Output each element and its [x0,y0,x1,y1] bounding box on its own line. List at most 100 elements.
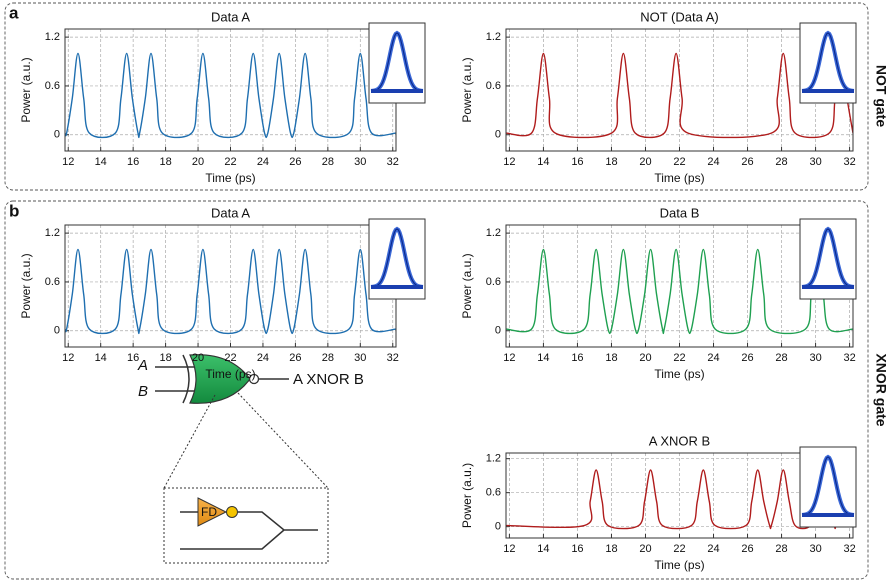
y-tick-label: 1.2 [486,31,501,43]
x-tick-label: 14 [95,352,107,364]
x-tick-label: 12 [503,352,515,364]
y-axis-label: Power (a.u.) [460,253,474,318]
x-tick-label: 30 [809,156,821,168]
x-tick-label: 28 [322,156,334,168]
y-tick-label: 0.6 [486,80,501,92]
y-axis-label: Power (a.u.) [19,57,33,122]
x-tick-label: 14 [537,543,549,555]
x-tick-label: 14 [537,352,549,364]
x-tick-label: 12 [62,156,74,168]
y-tick-label: 0 [54,325,60,337]
x-axis-label: Time (ps) [654,171,704,185]
x-tick-label: 20 [639,543,651,555]
x-tick-label: 18 [605,352,617,364]
x-tick-label: 24 [707,352,719,364]
x-tick-label: 22 [224,156,236,168]
panel-label: b [9,201,19,220]
input-label: B [138,383,148,400]
x-tick-label: 18 [605,156,617,168]
x-tick-label: 28 [775,156,787,168]
x-tick-label: 30 [809,543,821,555]
x-tick-label: 12 [62,352,74,364]
y-tick-label: 0 [54,129,60,141]
panel-b-box [5,201,868,579]
x-tick-label: 32 [843,156,855,168]
gate-arc [183,355,189,403]
fd-bubble [227,507,238,518]
x-tick-label: 32 [843,543,855,555]
y-axis-label: Power (a.u.) [460,57,474,122]
panel-label: a [9,3,19,22]
block-label: FD [201,505,217,519]
x-tick-label: 14 [537,156,549,168]
chart-title: A XNOR B [649,433,710,448]
y-tick-label: 1.2 [45,227,60,239]
y-tick-label: 0 [495,129,501,141]
side-label: XNOR gate [873,353,889,426]
chart-title: Data A [211,9,250,24]
y-tick-label: 1.2 [45,31,60,43]
side-label: NOT gate [873,65,889,127]
chart-title: Data A [211,205,250,220]
x-tick-label: 20 [192,352,204,364]
x-tick-label: 16 [127,156,139,168]
x-tick-label: 12 [503,543,515,555]
x-tick-label: 24 [707,156,719,168]
y-tick-label: 0.6 [45,80,60,92]
x-tick-label: 16 [571,156,583,168]
chart-title: Data B [660,205,700,220]
x-tick-label: 20 [639,352,651,364]
x-tick-label: 18 [159,352,171,364]
x-tick-label: 24 [257,352,269,364]
figure: a b NOT gate XNOR gate A B A XNOR B FD 1… [0,0,895,583]
x-tick-label: 14 [95,156,107,168]
x-tick-label: 26 [289,156,301,168]
x-axis-label: Time (ps) [654,367,704,381]
x-tick-label: 24 [707,543,719,555]
y-tick-label: 0.6 [45,276,60,288]
x-tick-label: 20 [639,156,651,168]
x-tick-label: 18 [159,156,171,168]
x-tick-label: 24 [257,156,269,168]
x-tick-label: 22 [673,352,685,364]
x-tick-label: 16 [571,352,583,364]
output-label: A XNOR B [293,371,364,388]
x-tick-label: 26 [741,156,753,168]
x-tick-label: 30 [809,352,821,364]
x-axis-label: Time (ps) [205,171,255,185]
x-tick-label: 20 [192,156,204,168]
y-tick-label: 0 [495,521,501,533]
x-axis-label: Time (ps) [205,367,255,381]
x-tick-label: 22 [224,352,236,364]
x-tick-label: 28 [775,543,787,555]
y-axis-label: Power (a.u.) [460,463,474,528]
x-tick-label: 26 [741,352,753,364]
x-tick-label: 32 [843,352,855,364]
zoom-line [164,395,215,488]
chart-title: NOT (Data A) [640,9,719,24]
x-tick-label: 28 [322,352,334,364]
x-tick-label: 26 [289,352,301,364]
x-tick-label: 32 [387,352,399,364]
x-tick-label: 18 [605,543,617,555]
zoom-box [164,488,328,563]
x-tick-label: 12 [503,156,515,168]
x-tick-label: 22 [673,543,685,555]
y-tick-label: 0.6 [486,276,501,288]
x-tick-label: 26 [741,543,753,555]
y-tick-label: 1.2 [486,227,501,239]
x-tick-label: 30 [354,352,366,364]
x-tick-label: 16 [127,352,139,364]
x-tick-label: 30 [354,156,366,168]
zoom-line [238,393,328,488]
x-tick-label: 28 [775,352,787,364]
x-axis-label: Time (ps) [654,558,704,572]
y-tick-label: 0.6 [486,487,501,499]
y-tick-label: 1.2 [486,453,501,465]
x-tick-label: 32 [387,156,399,168]
x-tick-label: 16 [571,543,583,555]
x-tick-label: 22 [673,156,685,168]
y-axis-label: Power (a.u.) [19,253,33,318]
gate-diagram: A B A XNOR B FD [137,355,364,563]
y-tick-label: 0 [495,325,501,337]
